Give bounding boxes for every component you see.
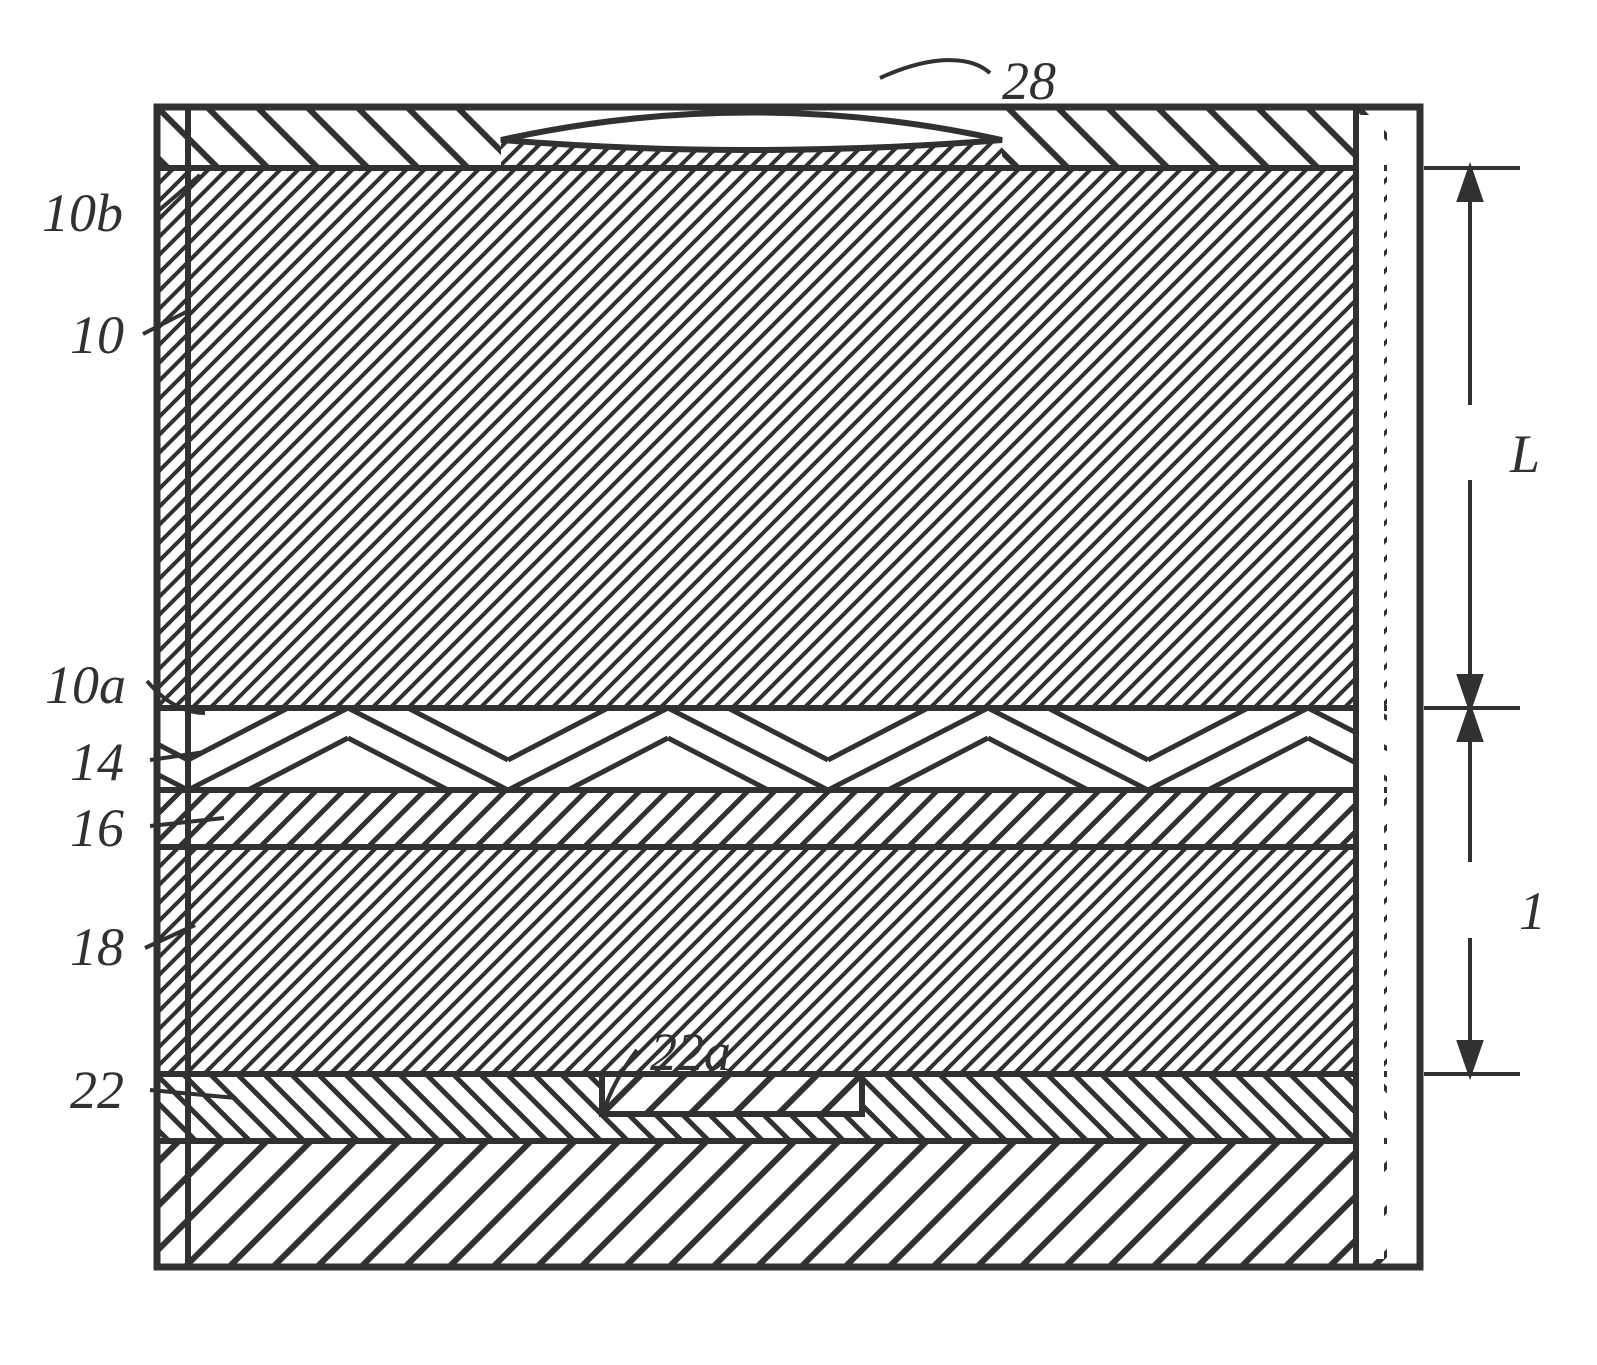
label-16: 16 — [70, 797, 124, 859]
layer-top-cap — [157, 107, 1387, 168]
layer-16 — [157, 790, 1387, 847]
label-22: 22 — [70, 1059, 124, 1121]
layer-22 — [157, 1074, 1387, 1141]
leader-28 — [880, 60, 990, 78]
label-10b: 10b — [42, 182, 123, 244]
label-18: 18 — [70, 916, 124, 978]
label-14: 14 — [70, 731, 124, 793]
layer-10 — [157, 168, 1387, 708]
layer-14 — [157, 708, 1387, 790]
dimension-lines — [1424, 168, 1520, 1074]
layer-bottom — [157, 1141, 1387, 1267]
label-22a: 22a — [650, 1021, 731, 1083]
diagram-svg — [0, 0, 1597, 1360]
label-one: 1 — [1519, 880, 1546, 942]
lens-28 — [501, 113, 1002, 151]
label-L: L — [1510, 423, 1540, 485]
label-28: 28 — [1002, 50, 1056, 112]
label-10a: 10a — [45, 654, 126, 716]
layer-18 — [157, 847, 1387, 1074]
right-gap — [1356, 115, 1384, 1259]
label-10: 10 — [70, 304, 124, 366]
